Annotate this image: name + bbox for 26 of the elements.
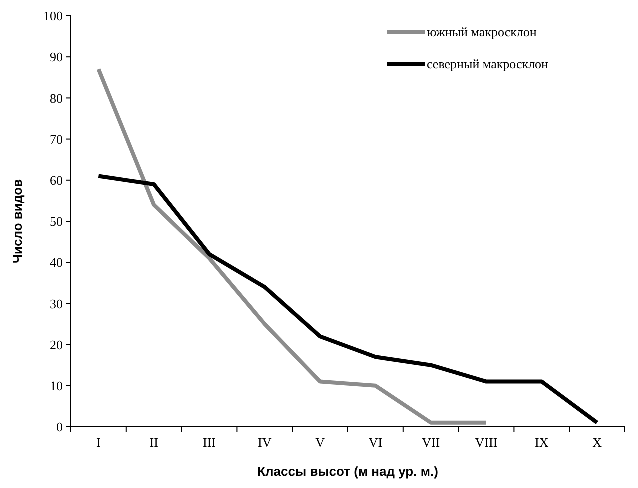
y-tick-label: 40 [50, 255, 63, 270]
y-tick-label: 90 [50, 50, 63, 65]
y-tick-label: 20 [50, 337, 63, 352]
legend-label: северный макросклон [427, 56, 549, 72]
line-series [96, 174, 600, 425]
y-tick-label: 60 [50, 172, 63, 188]
y-tick-label: 30 [50, 296, 63, 312]
x-tick-label: II [150, 435, 158, 450]
x-tick-label: VI [368, 435, 383, 450]
y-tick-label: 50 [50, 214, 63, 230]
legend-label: южный макросклон [427, 24, 537, 40]
y-tick-label: 80 [50, 90, 63, 106]
x-axis-title: Классы высот (м над ур. м.) [258, 464, 438, 479]
x-tick-label: VIII [475, 435, 498, 450]
x-tick-label: VII [422, 435, 440, 450]
x-tick-label: IX [535, 435, 550, 450]
y-axis-title: Число видов [10, 179, 25, 264]
x-tick-label: I [96, 435, 101, 450]
y-tick-label: 10 [50, 378, 63, 394]
x-tick-label: III [203, 435, 216, 450]
y-tick-label: 0 [56, 420, 63, 435]
x-tick-label: X [592, 435, 603, 450]
y-tick-label: 70 [50, 132, 63, 147]
x-tick-label: V [316, 435, 326, 450]
x-tick-label: IV [258, 435, 272, 450]
y-tick-label: 100 [44, 8, 63, 24]
